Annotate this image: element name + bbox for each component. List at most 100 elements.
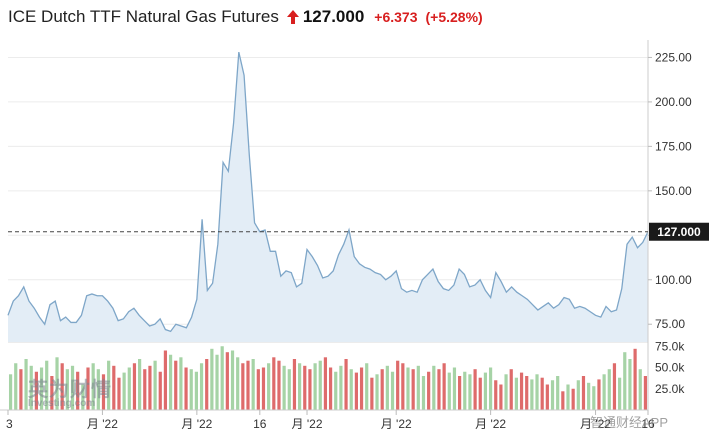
volume-bar	[14, 363, 18, 410]
volume-bar	[633, 348, 637, 410]
price-series-line	[7, 51, 649, 333]
volume-bar	[581, 376, 586, 410]
volume-bar	[318, 360, 322, 410]
volume-bar	[138, 359, 142, 410]
volume-bar	[251, 359, 255, 410]
volume-bar	[349, 369, 353, 410]
axes	[0, 40, 649, 411]
investing-watermark-sub: Investing.com	[28, 398, 96, 409]
volume-bar	[210, 348, 214, 410]
volume-bar	[179, 357, 183, 410]
volume-bar	[514, 377, 518, 410]
volume-bar	[205, 359, 209, 410]
y-tick-label: 100.00	[655, 273, 692, 287]
y-tick-label: 150.00	[655, 184, 692, 198]
volume-bar	[458, 376, 462, 410]
volume-bar	[323, 357, 328, 410]
volume-bar	[55, 357, 59, 410]
volume-bar	[174, 360, 178, 410]
volume-bar	[184, 367, 188, 410]
volume-bar	[308, 369, 312, 410]
volume-bar	[375, 374, 379, 410]
volume-bar	[643, 376, 648, 410]
volume-bar	[509, 369, 513, 410]
volume-bar	[256, 369, 260, 410]
quote-header: ICE Dutch TTF Natural Gas Futures 127.00…	[8, 6, 483, 28]
volume-bar	[168, 354, 173, 410]
volume-bar	[359, 367, 364, 410]
price-area-fill	[8, 52, 648, 343]
volume-tick-label: 75.0k	[655, 339, 685, 353]
instrument-title: ICE Dutch TTF Natural Gas Futures	[8, 7, 279, 26]
volume-bar	[19, 369, 23, 410]
x-tick-label: 3	[6, 417, 13, 431]
x-tick-label: 月 '22	[292, 417, 323, 431]
price-area	[7, 51, 649, 343]
price-change: +6.373	[374, 9, 418, 25]
y-tick-label: 200.00	[655, 95, 692, 109]
volume-bar	[287, 369, 291, 410]
volume-bar	[442, 363, 446, 410]
last-price-label-box	[649, 222, 709, 241]
volume-bar	[303, 365, 307, 410]
volume-bar	[535, 374, 539, 410]
volume-bar	[277, 360, 281, 410]
volume-bar	[117, 377, 121, 410]
volume-bar	[143, 369, 147, 410]
volume-bar	[452, 367, 457, 410]
last-price: 127.000	[302, 7, 365, 26]
volume-bar	[390, 371, 395, 410]
volume-bar	[478, 377, 482, 410]
zhitong-watermark: 智通财经APP	[590, 415, 669, 430]
volume-bar	[437, 369, 441, 410]
volume-bar	[45, 360, 49, 410]
volume-bar	[153, 360, 157, 410]
volume-bar	[602, 374, 606, 410]
volume-bar	[158, 371, 162, 410]
volume-bar	[86, 367, 90, 410]
volume-bar	[618, 377, 622, 410]
volume-bar	[70, 365, 75, 410]
x-tick-label: 月 '22	[580, 417, 611, 431]
volume-bar	[107, 360, 111, 410]
x-tick-label: 月 '22	[381, 417, 412, 431]
volume-bar	[468, 374, 472, 410]
volume-axis-ticks: 75.0k 50.0k 25.0k	[655, 339, 685, 396]
volume-bar	[519, 372, 524, 410]
volume-bar	[628, 359, 632, 410]
volume-bar	[220, 346, 224, 410]
volume-bar	[365, 363, 369, 410]
volume-bar	[354, 372, 358, 410]
volume-bar	[638, 369, 642, 410]
volume-bar	[194, 371, 198, 410]
volume-bar	[530, 379, 534, 410]
volume-bar	[566, 384, 570, 410]
up-arrow-icon	[286, 10, 299, 24]
volume-bar	[267, 363, 271, 410]
volume-bar	[50, 376, 54, 410]
x-tick-label: 16	[641, 417, 655, 431]
volume-bar	[592, 386, 596, 410]
volume-bar	[488, 367, 493, 410]
volume-bar	[29, 365, 33, 410]
volume-bar	[473, 369, 477, 410]
volume-bar	[39, 367, 44, 410]
volume-bar	[406, 367, 410, 410]
volume-bar	[380, 369, 384, 410]
volume-bar	[76, 371, 80, 410]
volume-bar	[91, 363, 95, 410]
volume-bar	[483, 372, 488, 410]
volume-bar	[561, 391, 565, 410]
volume-bar	[401, 363, 405, 410]
volume-bar	[101, 374, 106, 410]
volume-bar	[34, 371, 38, 410]
investing-watermark: 英为财情	[28, 379, 112, 401]
price-change-percent: (+5.28%)	[425, 9, 483, 25]
volume-bar	[571, 388, 575, 410]
last-price-marker: 127.000	[8, 222, 709, 241]
volume-bar	[499, 384, 503, 410]
volume-bar	[334, 371, 338, 410]
volume-bar	[60, 363, 64, 410]
volume-bar	[225, 352, 229, 410]
volume-bar	[344, 359, 348, 410]
